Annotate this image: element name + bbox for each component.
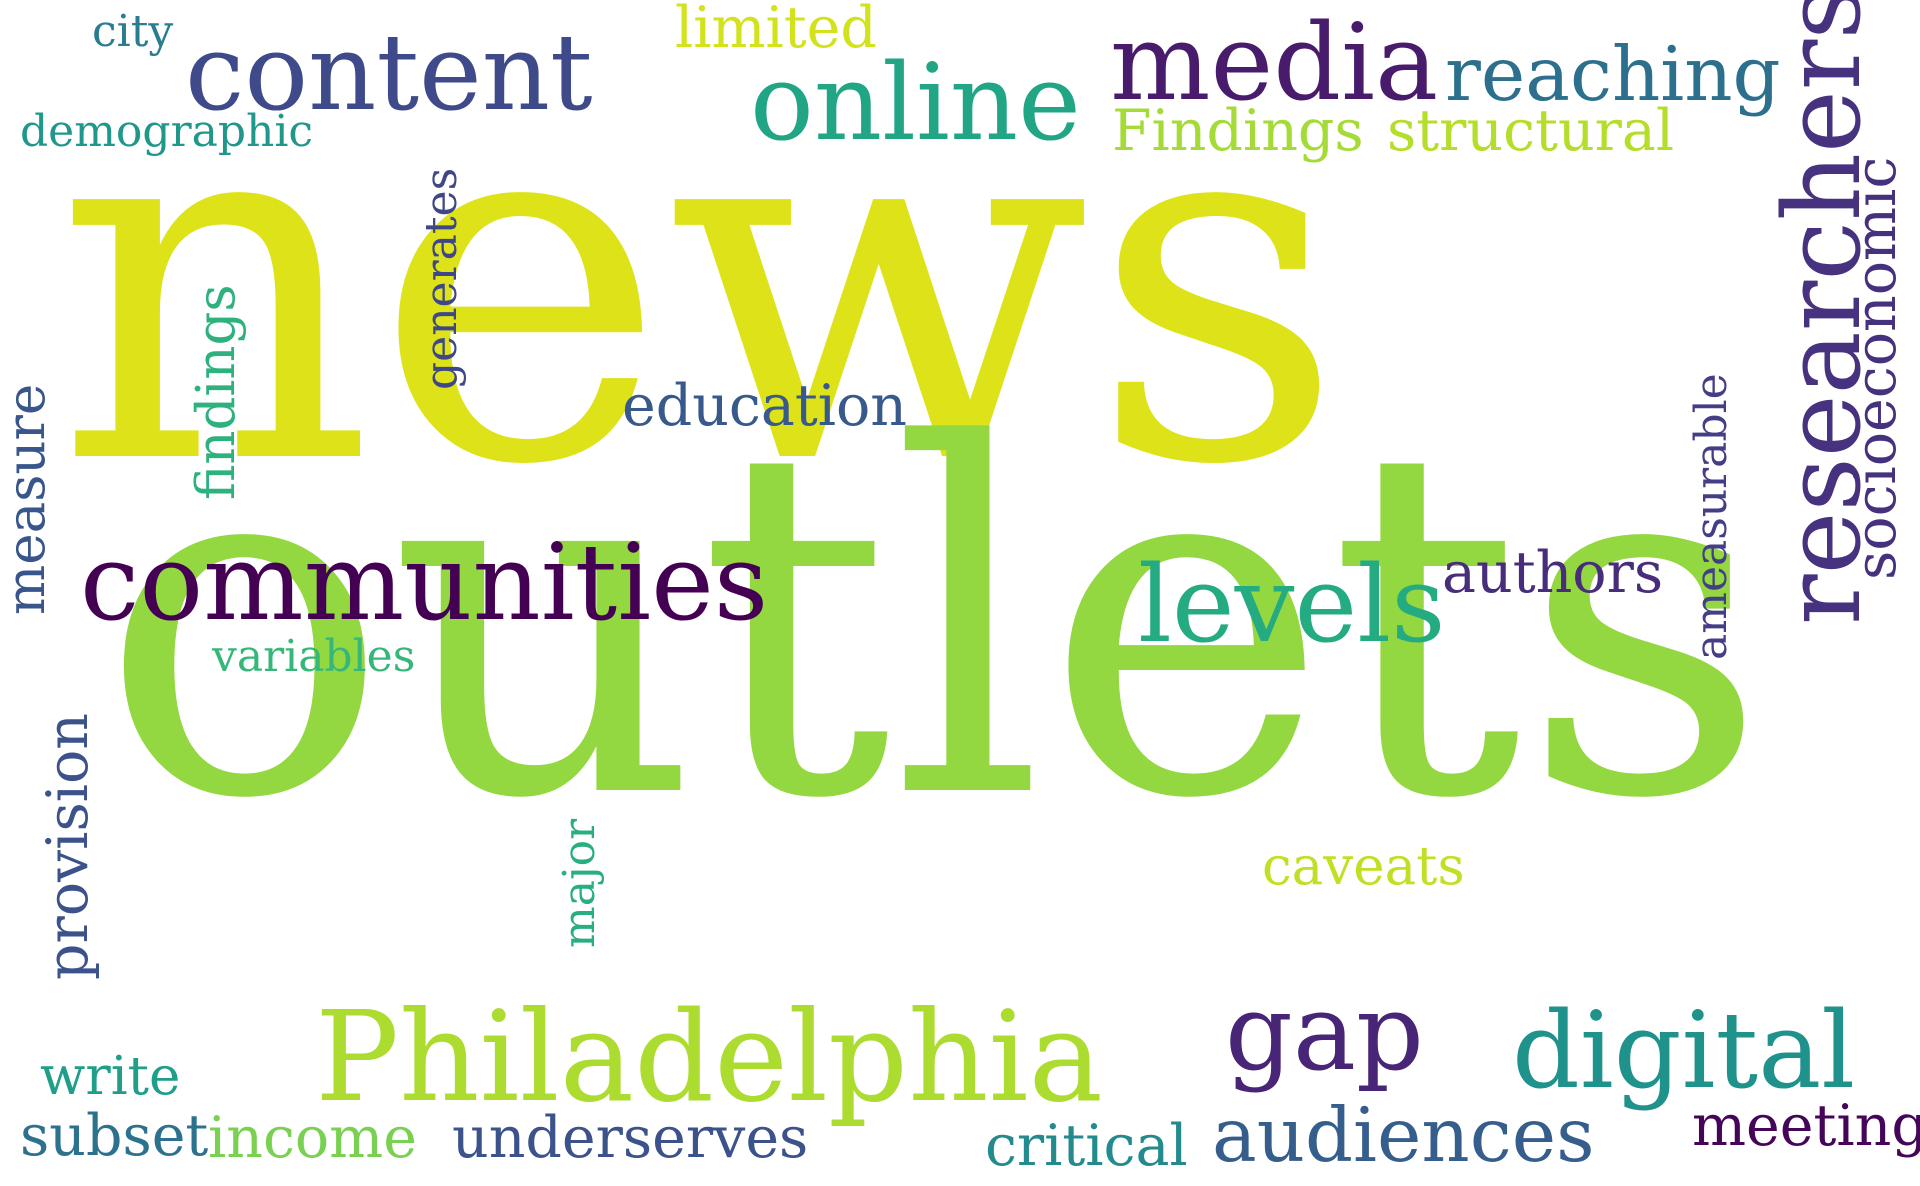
word-authors: authors bbox=[1442, 540, 1664, 606]
word-ameasurable: ameasurable bbox=[1686, 373, 1737, 660]
word-caveats: caveats bbox=[1262, 836, 1465, 897]
word-write: write bbox=[40, 1046, 181, 1107]
word-findings-upper: Findings bbox=[1112, 98, 1364, 164]
word-online: online bbox=[750, 41, 1081, 164]
word-philadelphia: Philadelphia bbox=[315, 985, 1104, 1130]
word-variables: variables bbox=[212, 631, 416, 682]
word-major: major bbox=[554, 818, 605, 948]
word-meeting: meeting bbox=[1692, 1093, 1920, 1159]
word-income: income bbox=[208, 1105, 417, 1171]
word-education: education bbox=[622, 373, 907, 439]
word-findings-lower: findings bbox=[186, 284, 247, 500]
word-levels: levels bbox=[1138, 543, 1446, 666]
word-communities: communities bbox=[80, 521, 769, 644]
word-provision: provision bbox=[35, 713, 101, 980]
word-digital: digital bbox=[1512, 989, 1856, 1112]
word-demographic: demographic bbox=[20, 106, 314, 157]
word-underserves: underserves bbox=[452, 1105, 809, 1171]
word-city: city bbox=[92, 6, 174, 57]
word-critical: critical bbox=[985, 1113, 1188, 1179]
word-content: content bbox=[185, 11, 593, 134]
word-audiences: audiences bbox=[1212, 1091, 1595, 1179]
word-news: news bbox=[55, 0, 1345, 573]
word-socioeconomic: socioeconomic bbox=[1843, 156, 1909, 580]
word-media: media bbox=[1110, 1, 1439, 124]
word-reaching: reaching bbox=[1445, 30, 1781, 118]
word-limited: limited bbox=[675, 0, 877, 61]
word-structural: structural bbox=[1387, 98, 1675, 164]
word-outlets: outlets bbox=[100, 345, 1768, 904]
word-measure: measure bbox=[0, 383, 57, 615]
word-generates: generates bbox=[416, 167, 467, 390]
word-subset: subset bbox=[20, 1103, 209, 1169]
word-gap: gap bbox=[1225, 971, 1424, 1094]
